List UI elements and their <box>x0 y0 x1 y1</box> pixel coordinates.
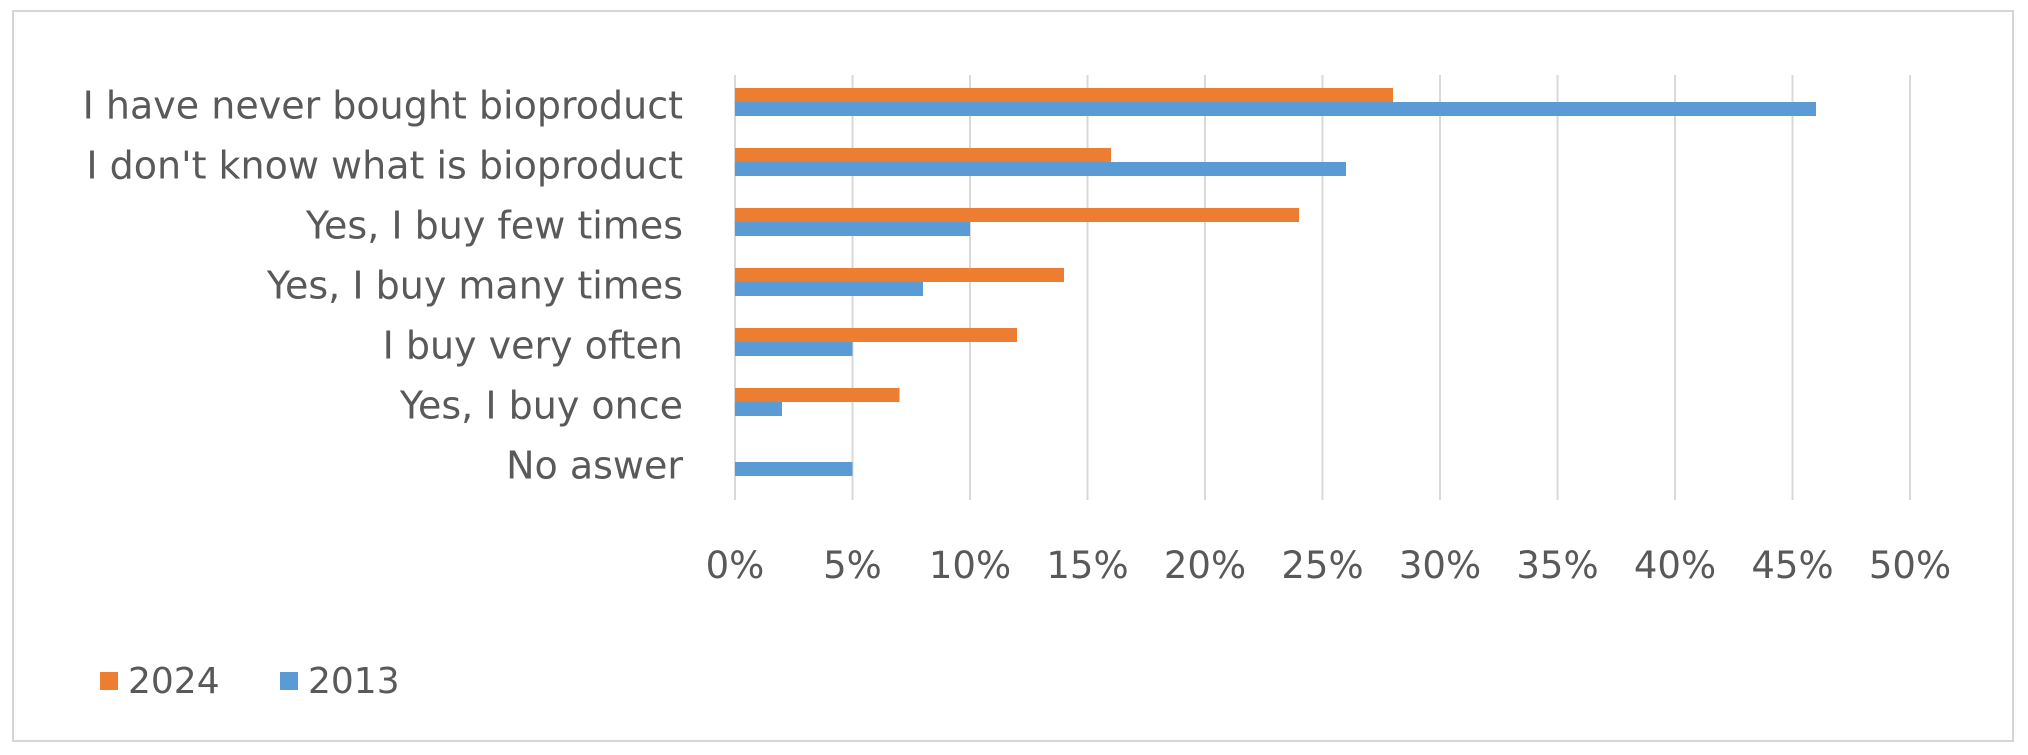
category-label: I have never bought bioproduct <box>83 84 683 128</box>
bar-2013 <box>735 282 923 296</box>
x-tick-label: 15% <box>1046 544 1128 587</box>
bar-2024 <box>735 208 1299 222</box>
category-label: I buy very often <box>383 324 683 368</box>
x-tick-label: 40% <box>1634 544 1716 587</box>
category-label: I don't know what is bioproduct <box>86 144 683 188</box>
x-tick-label: 45% <box>1751 544 1833 587</box>
x-tick-label: 0% <box>706 544 765 587</box>
bar-2013 <box>735 402 782 416</box>
bar-2013 <box>735 222 970 236</box>
legend-label-2024: 2024 <box>128 661 220 702</box>
x-tick-label: 30% <box>1399 544 1481 587</box>
x-tick-label: 25% <box>1281 544 1363 587</box>
bar-2024 <box>735 268 1064 282</box>
x-tick-label: 20% <box>1164 544 1246 587</box>
bar-2024 <box>735 388 900 402</box>
x-tick-label: 10% <box>929 544 1011 587</box>
x-tick-labels: 0% 5% 10% 15% 20% 25% 30% 35% 40% 45% 50% <box>706 544 1951 587</box>
category-label: No aswer <box>506 444 683 488</box>
category-label: Yes, I buy once <box>399 384 683 428</box>
bar-2013 <box>735 102 1816 116</box>
bar-2013 <box>735 462 853 476</box>
legend-swatch-2024 <box>100 672 118 690</box>
bars <box>735 88 1816 476</box>
bar-2024 <box>735 328 1017 342</box>
gridlines <box>734 75 1911 500</box>
bar-2013 <box>735 162 1346 176</box>
legend-label-2013: 2013 <box>308 661 400 702</box>
legend: 2024 2013 <box>100 661 400 702</box>
x-tick-label: 50% <box>1869 544 1951 587</box>
category-labels: I have never bought bioproduct I don't kn… <box>83 84 684 488</box>
legend-swatch-2013 <box>280 672 298 690</box>
category-label: Yes, I buy few times <box>305 204 683 248</box>
chart-frame <box>12 10 2014 742</box>
x-tick-label: 5% <box>823 544 882 587</box>
bar-2024 <box>735 148 1111 162</box>
category-label: Yes, I buy many times <box>266 264 683 308</box>
bar-2024 <box>735 88 1393 102</box>
x-tick-label: 35% <box>1516 544 1598 587</box>
bar-2013 <box>735 342 853 356</box>
